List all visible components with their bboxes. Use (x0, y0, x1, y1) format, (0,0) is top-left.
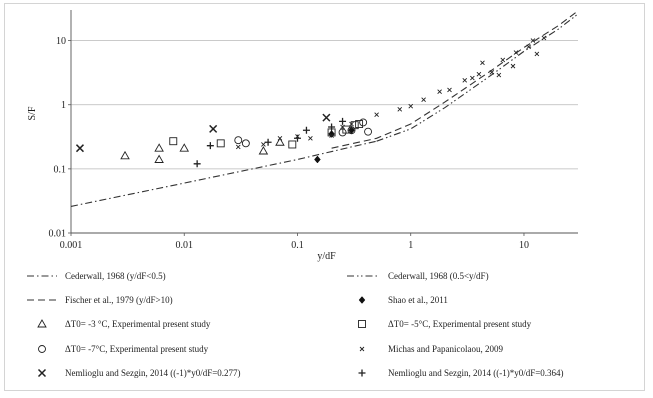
data-point-plus (264, 138, 272, 146)
data-point-circle (364, 127, 373, 136)
x-tick-label: 0.001 (60, 240, 83, 251)
y-tick-label: 0.01 (49, 229, 67, 240)
data-point-small-x (500, 57, 506, 63)
data-point-circle (234, 136, 243, 145)
legend-label-t7: ΔT0= -7°C, Experimental present study (65, 344, 209, 354)
data-point-small-x (462, 78, 468, 83)
data-point-small-x (480, 60, 485, 66)
data-points (75, 35, 547, 168)
data-point-plus (206, 142, 214, 150)
data-point-small-x (349, 121, 354, 127)
legend-label-nem364: Nemlioglu and Sezgin, 2014 ((-1)*y0/dF=0… (388, 368, 564, 378)
x-axis-label: y/dF (317, 251, 336, 262)
data-point-plus (302, 126, 310, 134)
data-point-plus (293, 134, 301, 142)
data-point-small-x (470, 75, 475, 81)
data-point-triangle (258, 146, 269, 155)
data-point-diamond-filled (314, 155, 321, 164)
data-point-x (322, 113, 331, 122)
data-point-small-x (496, 72, 502, 78)
data-point-triangle (154, 154, 164, 163)
gridlines (71, 40, 578, 170)
data-point-small-x (277, 135, 283, 141)
legend-label-ced1: Cederwall, 1968 (y/dF<0.5) (65, 271, 166, 281)
data-point-small-x (489, 70, 495, 75)
data-point-x (75, 144, 84, 153)
data-point-square (216, 139, 225, 148)
data-point-square (288, 140, 297, 149)
data-point-circle (347, 126, 356, 135)
y-tick-label: 0.1 (54, 164, 67, 175)
data-point-small-x (374, 112, 379, 117)
curve-cederwall-1968-y-df-0-5- (70, 140, 377, 207)
data-point-triangle (154, 143, 164, 152)
reference-curves (70, 10, 579, 207)
legend-label-shao: Shao et al., 2011 (388, 295, 448, 305)
legend-marker-t3 (37, 319, 47, 328)
data-point-small-x (421, 97, 426, 102)
data-point-circle (359, 118, 368, 127)
data-point-small-x (530, 38, 536, 43)
legend-marker-t5 (358, 320, 366, 328)
data-point-small-x (476, 71, 482, 77)
data-point-small-x (397, 106, 403, 112)
legend-marker-t7 (38, 345, 46, 353)
data-point-small-x (408, 103, 414, 109)
legend-marker-shao (358, 296, 366, 304)
legend-marker-nem364 (358, 369, 366, 377)
data-point-circle (338, 128, 347, 137)
data-point-small-x (329, 133, 334, 138)
x-tick-label: 0.1 (291, 240, 304, 251)
data-point-small-x (510, 63, 516, 69)
data-point-small-x (541, 35, 547, 41)
data-point-small-x (261, 142, 266, 147)
legend-label-fischer: Fischer et al., 1979 (y/dF>10) (65, 295, 173, 305)
data-point-square (169, 137, 178, 146)
data-point-small-x (513, 50, 519, 55)
data-point-plus (193, 160, 201, 168)
legend-marker-michas (359, 346, 365, 352)
chart-frame: 0.01 0.1 1 10 0.001 0.01 0.1 1 10 y/dF S/F Ceder… (4, 3, 645, 391)
legend-label-nem277: Nemlioglu and Sezgin, 2014 ((-1)*y0/dF=0… (65, 368, 241, 378)
data-point-triangle (179, 143, 190, 152)
data-point-triangle (275, 137, 285, 146)
curve-cederwall-1968-0-5-y-df- (376, 13, 579, 142)
legend-label-michas: Michas and Papanicolaou, 2009 (388, 344, 503, 354)
legend: Cederwall, 1968 (y/dF<0.5) Cederwall, 196… (27, 271, 564, 378)
data-point-triangle (120, 150, 130, 160)
legend-label-t5: ΔT0= -5°C, Experimental present study (388, 319, 532, 329)
y-tick-label: 1 (61, 100, 66, 111)
legend-label-t3: ΔT0= -3 °C, Experimental present study (65, 319, 211, 329)
data-point-small-x (526, 44, 531, 50)
y-tick-label: 10 (56, 36, 66, 47)
curve-fischer-et-al-1979-y-df-10- (331, 10, 579, 149)
x-tick-label: 10 (519, 240, 529, 251)
data-point-small-x (340, 124, 345, 130)
data-point-small-x (308, 135, 313, 141)
x-tick-label: 1 (408, 240, 413, 251)
legend-marker-nem277 (37, 368, 47, 378)
data-point-x (209, 124, 218, 133)
data-point-plus (328, 123, 336, 131)
data-point-plus (339, 117, 347, 125)
data-point-circle (241, 139, 250, 148)
data-point-small-x (235, 144, 241, 150)
data-point-small-x (534, 51, 540, 57)
legend-label-ced2: Cederwall, 1968 (0.5<y/dF) (388, 271, 489, 281)
data-point-small-x (447, 87, 452, 93)
data-point-square (355, 120, 364, 128)
data-point-small-x (437, 89, 442, 94)
y-axis-label: S/F (27, 106, 38, 120)
x-tick-label: 0.01 (175, 240, 193, 251)
